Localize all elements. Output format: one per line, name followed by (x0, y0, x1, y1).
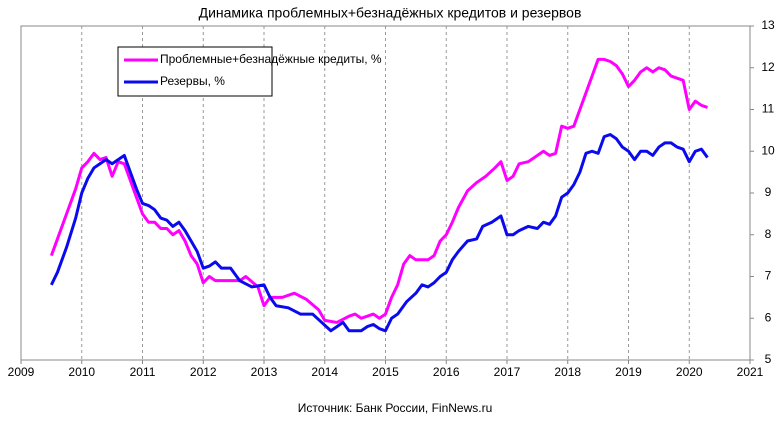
x-tick-label: 2012 (190, 365, 217, 379)
x-tick-label: 2016 (433, 365, 460, 379)
y-tick-label: 10 (761, 143, 775, 157)
y-tick-label: 9 (765, 185, 772, 199)
x-tick-label: 2011 (130, 365, 156, 379)
y-tick-label: 7 (765, 269, 772, 283)
legend-label: Резервы, % (160, 74, 225, 88)
x-tick-label: 2019 (615, 365, 642, 379)
x-tick-label: 2020 (676, 365, 703, 379)
legend-label: Проблемные+безнадёжные кредиты, % (160, 52, 382, 66)
y-tick-label: 5 (765, 352, 772, 366)
x-tick-label: 2018 (554, 365, 581, 379)
x-tick-label: 2017 (494, 365, 521, 379)
x-tick-label: 2013 (251, 365, 278, 379)
x-tick-label: 2021 (737, 365, 764, 379)
x-tick-label: 2009 (8, 365, 35, 379)
y-tick-label: 12 (761, 60, 775, 74)
source-note: Источник: Банк России, FinNews.ru (298, 401, 493, 415)
chart-title: Динамика проблемных+безнадёжных кредитов… (199, 5, 582, 21)
series-line (50, 133, 709, 333)
x-tick-label: 2014 (311, 365, 338, 379)
y-tick-label: 8 (765, 227, 772, 241)
x-tick-label: 2010 (68, 365, 95, 379)
y-tick-label: 11 (762, 102, 775, 116)
y-tick-label: 13 (761, 18, 775, 32)
series-line (49, 57, 708, 324)
legend-box (117, 46, 273, 97)
legend: Проблемные+безнадёжные кредиты, % Резервы… (117, 46, 382, 97)
x-tick-label: 2015 (372, 365, 399, 379)
y-tick-label: 6 (765, 310, 772, 324)
